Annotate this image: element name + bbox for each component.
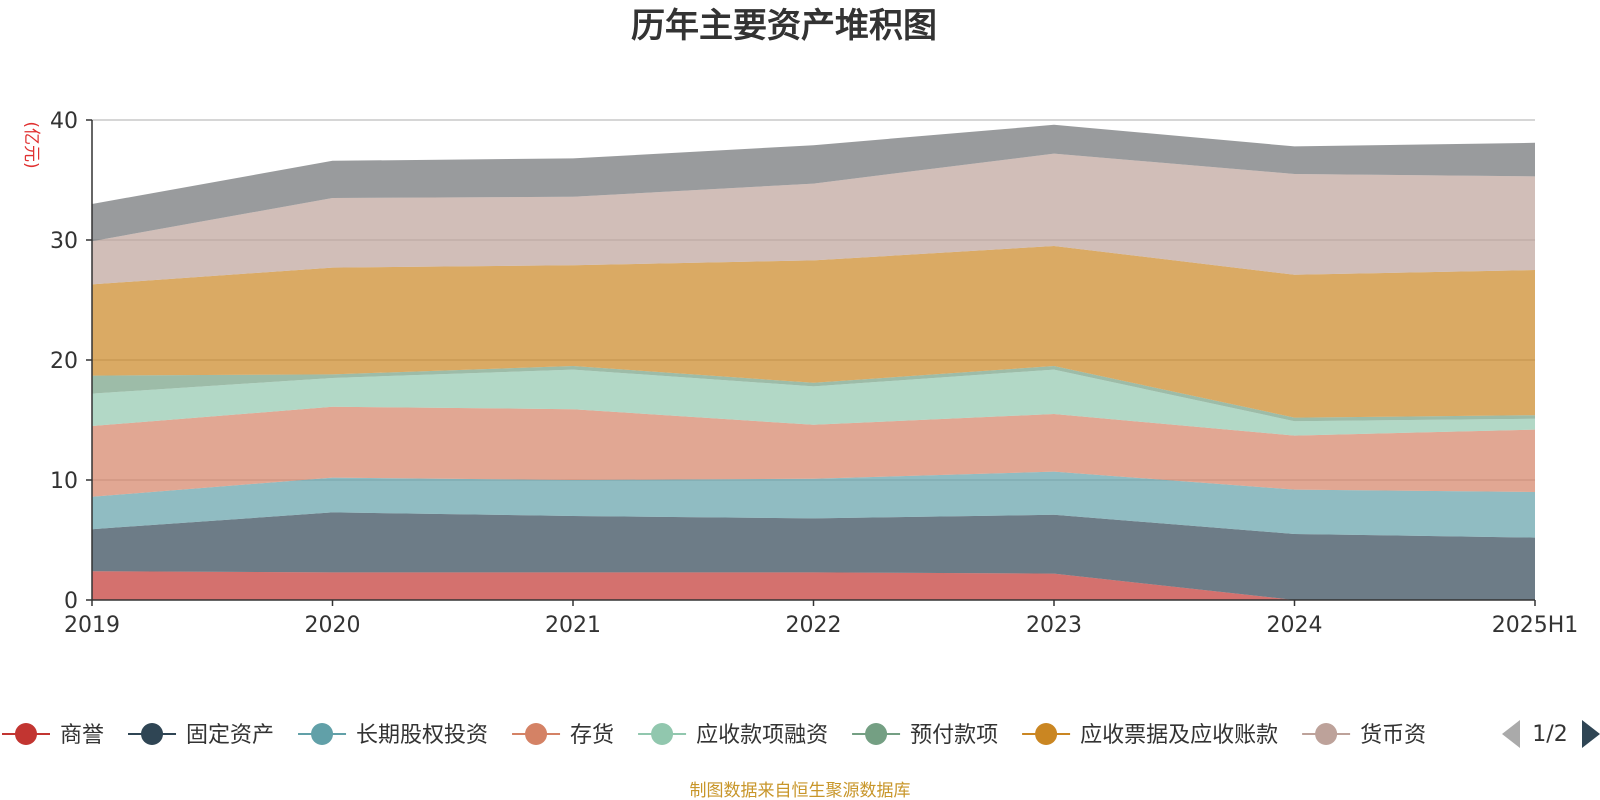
area-series [92, 406, 1535, 497]
legend-label: 预付款项 [910, 723, 998, 748]
x-tick-label: 2019 [64, 613, 120, 638]
legend-item[interactable]: 货币资 [1302, 723, 1426, 748]
legend: 商誉 固定资产 长期股权投资 存货 应收款项融资 预付款项 应收票据及应收账款 货币资 [2, 723, 1426, 748]
legend-label: 应收票据及应收账款 [1080, 723, 1278, 748]
series-areas [92, 124, 1535, 600]
y-tick-label: 30 [50, 229, 78, 254]
legend-circle-marker [865, 723, 888, 745]
legend-item[interactable]: 商誉 [2, 723, 104, 748]
chart-title: 历年主要资产堆积图 [631, 6, 937, 46]
legend-next-page-icon[interactable] [1582, 720, 1600, 748]
legend-item[interactable]: 固定资产 [128, 723, 274, 748]
legend-circle-marker [1315, 723, 1338, 745]
legend-label: 货币资 [1360, 723, 1426, 748]
legend-circle-marker [311, 723, 334, 745]
legend-pager: 1/2 [1502, 720, 1600, 748]
x-tick-label: 2023 [1026, 613, 1082, 638]
y-tick-label: 0 [64, 589, 78, 614]
legend-label: 商誉 [60, 723, 104, 748]
x-tick-label: 2021 [545, 613, 601, 638]
y-tick-label: 40 [50, 109, 78, 134]
y-axis-unit-label: (亿元) [21, 121, 41, 168]
x-tick-labels: 2019 2020 2021 2022 2023 2024 2025H1 [64, 600, 1578, 638]
x-tick-label: 2022 [786, 613, 842, 638]
legend-item[interactable]: 存货 [512, 723, 614, 748]
area-series [92, 369, 1535, 436]
area-series [92, 124, 1535, 242]
y-tick-label: 20 [50, 349, 78, 374]
x-tick-label: 2025H1 [1492, 613, 1579, 638]
legend-label: 存货 [570, 723, 614, 748]
area-series [92, 246, 1535, 418]
area-series [92, 512, 1535, 600]
x-tick-label: 2024 [1267, 613, 1323, 638]
legend-circle-marker [15, 723, 37, 745]
legend-circle-marker [651, 723, 674, 745]
legend-circle-marker [141, 723, 164, 745]
x-tick-label: 2020 [305, 613, 361, 638]
legend-item[interactable]: 长期股权投资 [298, 723, 488, 748]
legend-label: 长期股权投资 [356, 723, 488, 748]
y-tick-label: 10 [50, 469, 78, 494]
legend-item[interactable]: 应收票据及应收账款 [1022, 723, 1278, 748]
legend-item[interactable]: 应收款项融资 [638, 723, 828, 748]
legend-label: 固定资产 [186, 723, 274, 748]
area-series [92, 153, 1535, 285]
legend-page-indicator: 1/2 [1532, 722, 1567, 747]
legend-circle-marker [1035, 723, 1058, 745]
legend-item[interactable]: 预付款项 [852, 723, 998, 748]
area-series [92, 571, 1535, 600]
data-source-note: 制图数据来自恒生聚源数据库 [690, 781, 911, 800]
area-series [92, 471, 1535, 538]
legend-circle-marker [525, 723, 548, 745]
y-tick-labels: 0 10 20 30 40 [50, 109, 92, 614]
legend-prev-page-icon[interactable] [1502, 720, 1520, 748]
legend-label: 应收款项融资 [696, 723, 828, 748]
